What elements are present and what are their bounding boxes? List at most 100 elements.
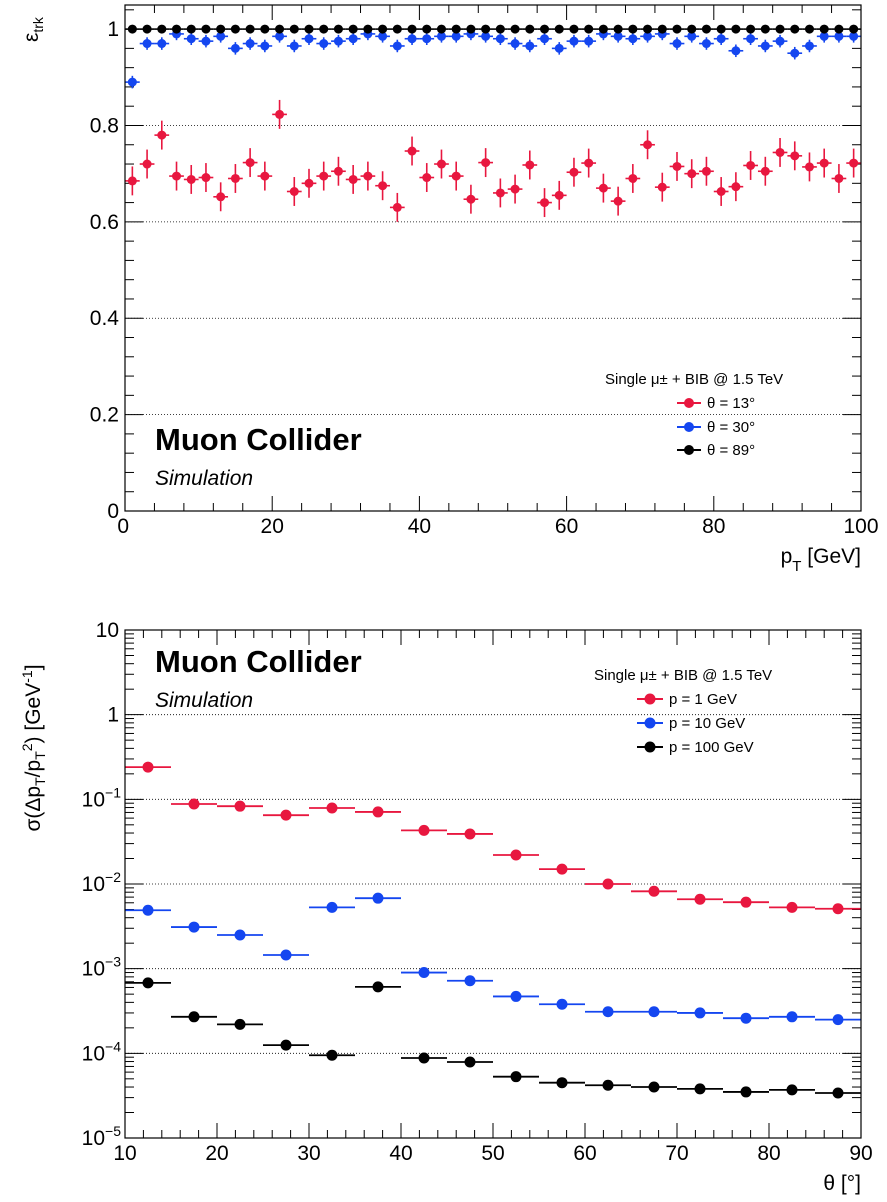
data-point: [392, 41, 402, 51]
legend-entry-theta89: θ = 89°: [677, 442, 755, 459]
data-point: [731, 182, 741, 192]
data-point: [275, 109, 285, 119]
data-point: [510, 990, 522, 1002]
data-point: [260, 41, 270, 51]
y-tick-label: 1: [107, 704, 119, 727]
legend-marker: [644, 717, 656, 729]
x-tick-label: 10: [113, 1142, 136, 1165]
data-point: [849, 24, 859, 34]
y-tick-label: 10−1: [82, 784, 122, 811]
data-point: [418, 967, 430, 979]
legend-label: p = 10 GeV: [669, 715, 745, 732]
data-point: [333, 36, 343, 46]
data-point: [849, 158, 859, 168]
data-point: [230, 173, 240, 183]
data-point: [333, 166, 343, 176]
data-point: [466, 194, 476, 204]
data-point: [127, 77, 137, 87]
x-tick-label: 20: [205, 1142, 228, 1165]
data-point: [451, 31, 461, 41]
data-point: [819, 24, 829, 34]
data-point: [289, 41, 299, 51]
data-point: [694, 1007, 706, 1019]
legend-label: θ = 89°: [707, 442, 755, 459]
data-point: [304, 178, 314, 188]
data-point: [378, 31, 388, 41]
data-point: [740, 1012, 752, 1024]
data-point: [451, 24, 461, 34]
x-tick-label: 100: [843, 515, 878, 538]
data-point: [422, 24, 432, 34]
data-point: [481, 24, 491, 34]
data-point: [569, 167, 579, 177]
data-point: [643, 31, 653, 41]
data-point: [363, 24, 373, 34]
data-point: [186, 174, 196, 184]
data-point: [495, 188, 505, 198]
x-tick-label: 30: [297, 1142, 320, 1165]
data-point: [127, 176, 137, 186]
data-point: [556, 1077, 568, 1089]
legend-header: Single μ± + BIB @ 1.5 TeV: [605, 371, 783, 388]
data-point: [786, 1084, 798, 1096]
x-tick-label: 40: [408, 515, 431, 538]
data-point: [495, 24, 505, 34]
resolution-y-axis-label: σ(ΔpT/pT2) [GeV-1]: [19, 664, 48, 831]
data-point: [598, 183, 608, 193]
data-point: [832, 903, 844, 915]
data-point: [260, 171, 270, 181]
y-tick-label: 10−4: [82, 1038, 122, 1065]
resolution-plot-frame: [124, 629, 862, 1139]
data-point: [319, 171, 329, 181]
data-point: [481, 31, 491, 41]
data-point: [613, 196, 623, 206]
data-point: [554, 43, 564, 53]
legend-entry-theta30: θ = 30°: [677, 419, 755, 436]
data-point: [418, 824, 430, 836]
data-point: [481, 158, 491, 168]
y-tick-label: 1: [107, 18, 119, 41]
data-point: [216, 192, 226, 202]
legend-entry-p100: p = 100 GeV: [637, 739, 754, 756]
legend-marker: [684, 422, 694, 432]
data-point: [304, 24, 314, 34]
data-point: [188, 921, 200, 933]
legend-label: θ = 30°: [707, 419, 755, 436]
data-point: [510, 39, 520, 49]
legend-entry-theta13: θ = 13°: [677, 395, 755, 412]
x-tick-label: 60: [555, 515, 578, 538]
data-point: [540, 24, 550, 34]
data-point: [201, 173, 211, 183]
data-point: [832, 1014, 844, 1026]
data-point: [786, 1011, 798, 1023]
data-point: [687, 169, 697, 179]
data-point: [740, 1086, 752, 1098]
x-tick-label: 20: [261, 515, 284, 538]
data-point: [201, 24, 211, 34]
efficiency-x-axis-label: pT [GeV]: [781, 545, 861, 575]
data-point: [760, 166, 770, 176]
data-point: [804, 24, 814, 34]
data-point: [731, 46, 741, 56]
data-point: [556, 998, 568, 1010]
series-black: [125, 977, 861, 1099]
data-point: [348, 24, 358, 34]
data-point: [598, 24, 608, 34]
data-point: [746, 24, 756, 34]
data-point: [643, 24, 653, 34]
y-label-main: ε: [20, 33, 43, 42]
data-point: [648, 1081, 660, 1093]
x-label-sub: T: [792, 558, 801, 575]
data-point: [407, 24, 417, 34]
data-point: [392, 202, 402, 212]
x-tick-label: 60: [573, 1142, 596, 1165]
resolution-gridlines: [125, 714, 861, 1054]
data-point: [786, 901, 798, 913]
data-point: [186, 34, 196, 44]
legend-marker: [644, 741, 656, 753]
data-point: [127, 24, 137, 34]
data-point: [687, 31, 697, 41]
legend-marker: [644, 693, 656, 705]
x-tick-label: 70: [665, 1142, 688, 1165]
